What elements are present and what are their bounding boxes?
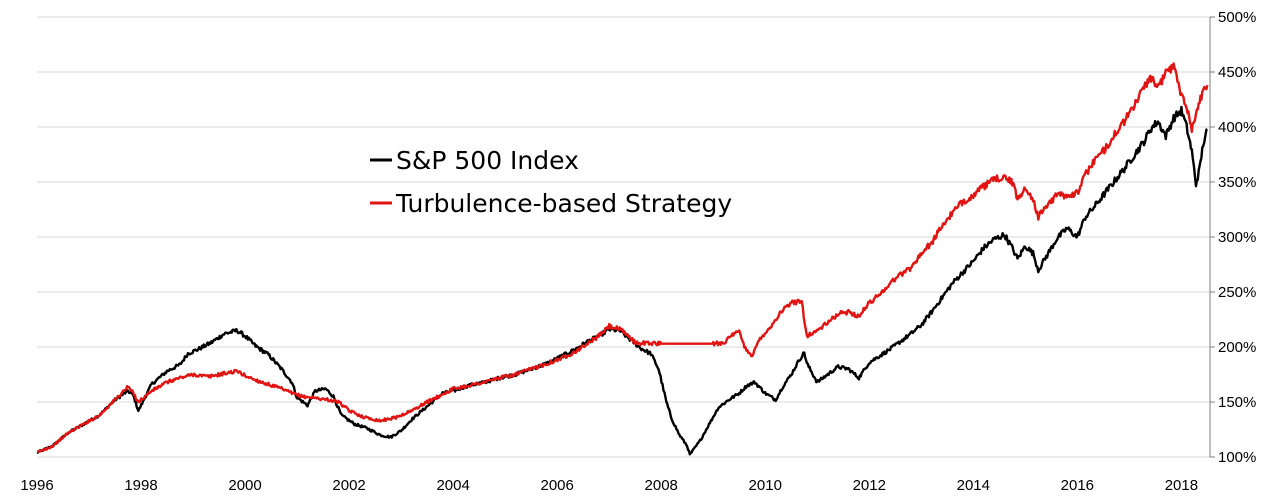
y-tick-label: 400% [1218, 119, 1256, 136]
x-tick-label: 2000 [228, 477, 261, 494]
y-tick-label: 500% [1218, 9, 1256, 26]
y-tick-label: 200% [1218, 339, 1256, 356]
x-tick-label: 2010 [749, 477, 782, 494]
y-tick-label: 100% [1218, 449, 1256, 466]
x-tick-label: 1998 [124, 477, 157, 494]
legend-label-turbulence: Turbulence-based Strategy [395, 189, 732, 218]
y-tick-label: 150% [1218, 394, 1256, 411]
y-tick-label: 250% [1218, 284, 1256, 301]
x-tick-label: 2012 [853, 477, 886, 494]
x-tick-label: 1996 [20, 477, 53, 494]
y-tick-label: 450% [1218, 64, 1256, 81]
x-axis-ticks: 1996 1998 2000 2002 2004 2006 2008 2010 2012 2014… [20, 477, 1198, 494]
x-tick-label: 2014 [957, 477, 990, 494]
y-tick-label: 350% [1218, 174, 1256, 191]
series-lines [36, 62, 1209, 456]
legend: S&P 500 Index Turbulence-based Strategy [370, 146, 732, 218]
gridlines [37, 16, 1210, 458]
y-tick-label: 300% [1218, 229, 1256, 246]
x-tick-label: 2006 [540, 477, 573, 494]
series-line-sp500 [36, 105, 1208, 456]
y-axis-ticks: 100% 150% 200% 250% 300% 350% 400% 450% 500% [1210, 9, 1256, 466]
x-tick-label: 2018 [1165, 477, 1198, 494]
x-tick-label: 2004 [436, 477, 469, 494]
x-tick-label: 2008 [645, 477, 678, 494]
x-tick-label: 2016 [1061, 477, 1094, 494]
x-tick-label: 2002 [332, 477, 365, 494]
legend-label-sp500: S&P 500 Index [396, 146, 579, 175]
series-line-turbulence [36, 62, 1209, 453]
